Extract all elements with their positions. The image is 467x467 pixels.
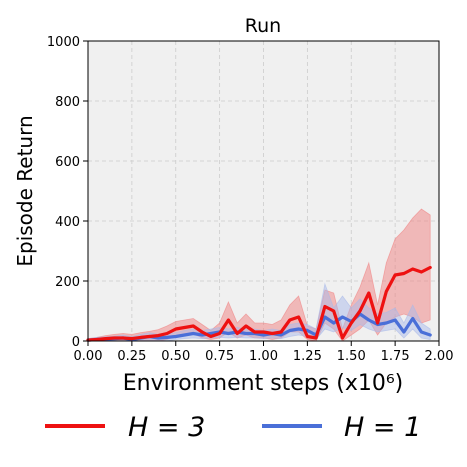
y-tick-label-5: 1000 — [47, 35, 80, 50]
series-line-0 — [86, 265, 432, 342]
x-tick-label-0: 0.00 — [74, 349, 103, 364]
y-tick-label-3: 600 — [55, 155, 80, 170]
y-tick-label-2: 400 — [55, 215, 80, 230]
chart-title: Run — [245, 15, 281, 37]
y-axis-label: Episode Return — [13, 115, 37, 266]
series-lines — [86, 265, 432, 342]
x-tick-label-2: 0.50 — [161, 349, 190, 364]
x-tick-label-1: 0.25 — [117, 349, 146, 364]
y-tick-label-1: 200 — [55, 275, 80, 290]
x-axis-ticks: 0.00 0.25 0.50 0.75 1.00 1.25 1.50 1.75 2.00 — [74, 341, 454, 364]
legend: H = 3 H = 1 — [45, 412, 421, 443]
legend-label-h3: H = 3 — [128, 412, 205, 443]
x-tick-label-6: 1.50 — [337, 349, 366, 364]
y-tick-label-4: 800 — [55, 95, 80, 110]
x-axis-label: Environment steps (x10⁶) — [123, 371, 404, 396]
x-tick-label-7: 1.75 — [381, 349, 410, 364]
series-band-1 — [87, 282, 431, 342]
x-tick-label-8: 2.00 — [425, 349, 454, 364]
legend-label-h1: H = 1 — [344, 412, 421, 443]
y-tick-label-0: 0 — [72, 335, 80, 350]
x-tick-label-5: 1.25 — [293, 349, 322, 364]
x-tick-label-3: 0.75 — [205, 349, 234, 364]
x-tick-label-4: 1.00 — [249, 349, 278, 364]
y-axis-ticks: 0 200 400 600 800 1000 — [47, 35, 88, 350]
